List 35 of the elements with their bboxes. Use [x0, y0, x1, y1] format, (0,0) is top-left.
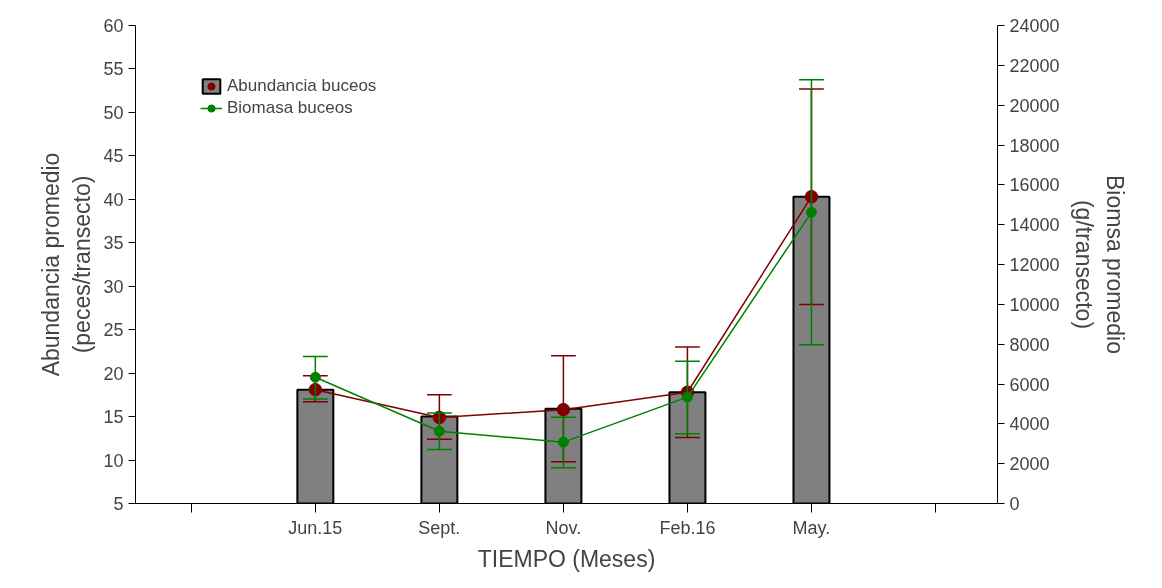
- y-tick-label: 30: [103, 276, 124, 297]
- y2-tick-label: 10000: [1009, 294, 1060, 315]
- y2-axis-title: Biomsa promedio (g/transecto): [1070, 175, 1128, 354]
- y-tick-label: 10: [103, 450, 124, 471]
- x-axis-title: TIEMPO (Meses): [477, 545, 656, 572]
- y2-tick-label: 0: [1009, 494, 1020, 514]
- y2-tick-label: 14000: [1009, 215, 1060, 236]
- y2-tick-label: 18000: [1009, 135, 1060, 156]
- x-tick-label: Jun.15: [288, 517, 343, 538]
- x-tick-label: Feb.16: [659, 517, 716, 538]
- y-axis-title: Abundancia promedio (peces/transecto): [38, 152, 96, 377]
- y-tick-label: 15: [103, 407, 124, 428]
- y2-tick-label: 20000: [1009, 95, 1060, 116]
- y2-tick-label: 8000: [1009, 334, 1050, 355]
- y-tick-label: 25: [103, 320, 124, 341]
- y-tick-label: 5: [113, 494, 124, 514]
- y2-tick-label: 2000: [1009, 454, 1050, 475]
- y-tick-label: 45: [103, 146, 124, 167]
- legend-label: Abundancia buceos: [227, 76, 377, 96]
- y-tick-label: 60: [103, 16, 124, 36]
- y2-tick-label: 4000: [1009, 414, 1050, 435]
- y-tick-label: 55: [103, 59, 124, 80]
- x-tick-label: Nov.: [545, 517, 582, 538]
- y2-tick-label: 12000: [1009, 255, 1060, 275]
- y-tick-label: 40: [103, 189, 124, 210]
- legend-label: Biomasa buceos: [227, 98, 353, 118]
- x-tick-label: May.: [792, 517, 831, 538]
- x-tick-label: Sept.: [418, 517, 461, 538]
- y2-tick-label: 6000: [1009, 374, 1050, 395]
- y2-tick-label: 22000: [1009, 55, 1060, 76]
- y2-tick-label: 24000: [1009, 16, 1060, 36]
- y-tick-label: 50: [103, 102, 124, 123]
- y2-tick-label: 16000: [1009, 175, 1060, 196]
- y-tick-label: 20: [103, 363, 124, 384]
- y-tick-label: 35: [103, 233, 124, 254]
